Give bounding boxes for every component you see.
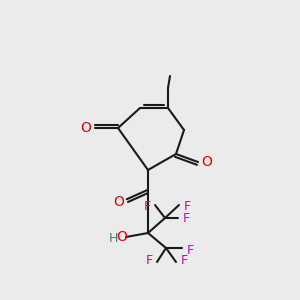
- Text: F: F: [182, 212, 190, 224]
- Text: O: O: [117, 230, 128, 244]
- Text: F: F: [183, 200, 190, 214]
- Text: O: O: [114, 195, 124, 209]
- Text: H: H: [108, 232, 118, 245]
- Text: O: O: [81, 121, 92, 135]
- Text: F: F: [143, 200, 151, 214]
- Text: F: F: [186, 244, 194, 256]
- Text: F: F: [180, 254, 188, 266]
- Text: F: F: [146, 254, 153, 266]
- Text: O: O: [202, 155, 212, 169]
